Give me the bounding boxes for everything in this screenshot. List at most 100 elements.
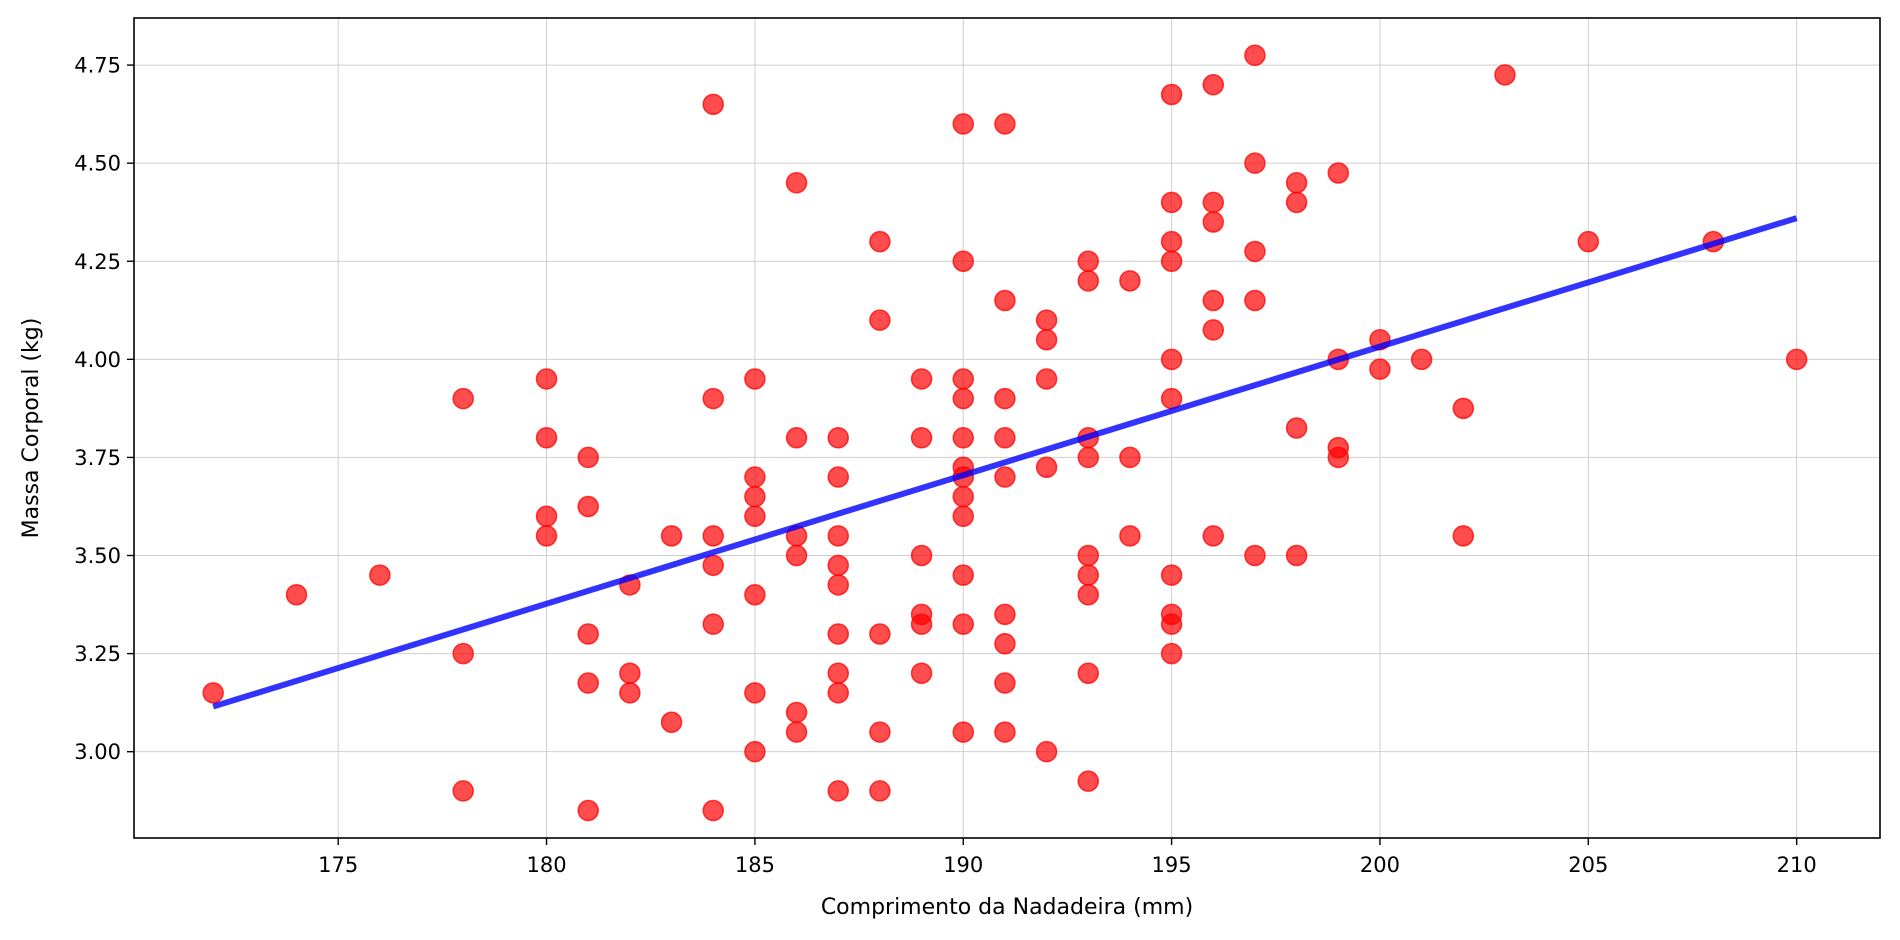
data-point (535, 505, 558, 528)
data-point (1244, 240, 1266, 263)
data-point (535, 427, 558, 449)
y-axis-label: Massa Corporal (kg) (19, 318, 44, 539)
data-points (202, 44, 1808, 822)
data-point (1494, 64, 1516, 86)
data-point (827, 554, 849, 577)
data-point (702, 613, 724, 635)
data-point (744, 583, 766, 606)
data-point (744, 740, 766, 763)
data-point (1452, 397, 1475, 420)
data-point (1285, 417, 1308, 439)
data-point (952, 564, 974, 586)
data-point (1119, 525, 1141, 547)
data-point (1160, 230, 1183, 253)
data-point (952, 427, 974, 449)
data-point (577, 799, 599, 822)
data-point (1119, 270, 1141, 292)
data-point (1785, 348, 1808, 371)
data-point (1244, 289, 1266, 312)
data-point (1202, 289, 1225, 312)
data-point (452, 780, 474, 802)
data-point (910, 544, 933, 567)
data-point (535, 525, 558, 547)
y-axis-ticks: 3.00 3.25 3.50 3.75 4.00 4.25 4.50 4.75 (74, 54, 134, 764)
data-point (1160, 191, 1183, 214)
data-point (1410, 348, 1433, 371)
data-point (994, 387, 1016, 410)
data-point (869, 780, 891, 802)
data-point (1202, 525, 1225, 547)
data-point (1077, 250, 1100, 273)
data-point (619, 682, 641, 704)
data-point (1035, 740, 1058, 763)
data-point (952, 113, 974, 135)
data-point (994, 289, 1016, 312)
data-point (952, 505, 974, 528)
data-point (910, 368, 933, 390)
data-point (1160, 642, 1183, 665)
x-tick-label: 200 (1360, 853, 1400, 877)
data-point (1160, 250, 1183, 273)
data-point (744, 485, 766, 508)
data-point (994, 113, 1016, 135)
data-point (1452, 525, 1475, 547)
data-point (452, 387, 474, 410)
y-tick-label: 3.00 (74, 740, 121, 764)
data-point (1035, 328, 1058, 351)
data-point (910, 613, 933, 635)
data-point (202, 682, 224, 704)
data-point (1369, 358, 1391, 380)
data-point (1035, 368, 1058, 390)
data-point (994, 603, 1016, 626)
x-tick-label: 210 (1777, 853, 1817, 877)
data-point (702, 525, 724, 547)
data-point (952, 250, 974, 273)
y-tick-label: 4.75 (74, 54, 121, 78)
data-point (1077, 583, 1100, 606)
data-point (827, 574, 849, 596)
data-point (1285, 191, 1308, 214)
data-point (869, 623, 891, 645)
data-point (1160, 613, 1183, 635)
data-point (785, 544, 808, 567)
data-point (1202, 319, 1225, 341)
data-point (452, 642, 474, 665)
data-point (535, 368, 558, 390)
data-point (1077, 564, 1100, 586)
data-point (1244, 152, 1266, 174)
data-point (1202, 211, 1225, 233)
x-tick-label: 190 (943, 853, 983, 877)
x-tick-label: 180 (526, 853, 566, 877)
data-point (1077, 270, 1100, 292)
data-point (702, 93, 724, 116)
y-tick-label: 3.75 (74, 446, 121, 470)
trend-line-group (212, 215, 1798, 710)
data-point (910, 662, 933, 684)
data-point (577, 672, 599, 694)
data-point (952, 387, 974, 410)
data-point (577, 446, 599, 469)
data-point (744, 505, 766, 528)
data-point (1077, 770, 1100, 792)
data-point (1244, 44, 1266, 67)
x-axis-ticks: 175 180 185 190 195 200 205 210 (318, 838, 1817, 877)
data-point (1160, 564, 1183, 586)
data-point (1285, 172, 1308, 194)
data-point (952, 485, 974, 508)
data-point (1244, 544, 1266, 567)
data-point (1577, 230, 1600, 253)
data-point (660, 525, 683, 547)
data-point (1327, 446, 1350, 469)
data-point (744, 466, 766, 488)
data-point (785, 172, 808, 194)
trend-line (212, 215, 1798, 710)
data-point (827, 780, 849, 802)
data-point (619, 662, 641, 684)
data-point (1202, 191, 1225, 214)
data-point (994, 466, 1016, 488)
data-point (1077, 446, 1100, 469)
data-point (369, 564, 391, 586)
data-point (785, 701, 808, 724)
